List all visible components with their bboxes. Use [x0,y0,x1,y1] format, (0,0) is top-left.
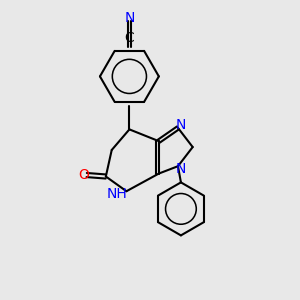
Text: N: N [176,118,186,132]
Text: N: N [176,161,186,176]
Text: N: N [124,11,135,26]
Text: O: O [78,168,89,182]
Text: NH: NH [106,187,128,201]
Text: C: C [124,31,134,44]
